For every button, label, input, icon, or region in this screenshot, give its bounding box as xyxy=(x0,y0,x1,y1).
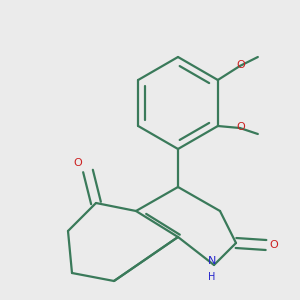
Text: O: O xyxy=(236,122,245,132)
Text: H: H xyxy=(208,272,216,282)
Text: O: O xyxy=(270,240,278,250)
Text: O: O xyxy=(236,60,245,70)
Text: N: N xyxy=(208,256,216,266)
Text: O: O xyxy=(74,158,82,168)
